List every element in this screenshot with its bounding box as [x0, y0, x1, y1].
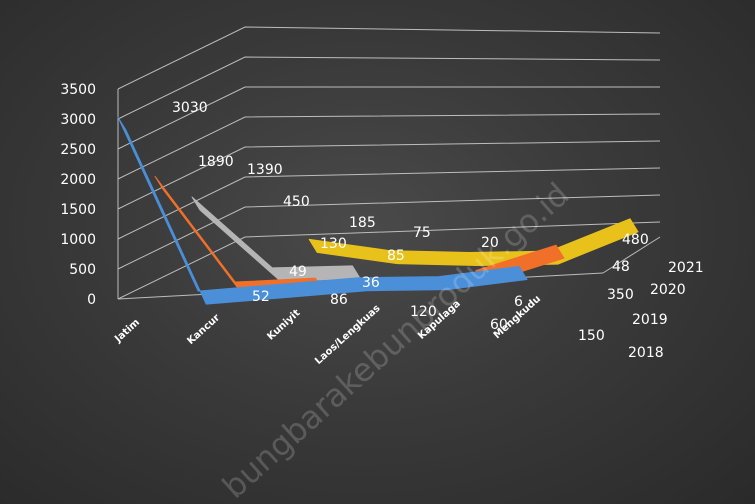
y-tick-label: 0: [87, 292, 96, 308]
y-tick-label: 1500: [60, 202, 96, 218]
y-axis-tick-labels: 0 500 1000 1500 2000 2500 3000 3500: [60, 82, 96, 308]
data-labels: 3030 52 86 120 60 150 1890 49 36 6 350 1390 130 85 48 4…: [172, 100, 649, 344]
data-label: 3030: [172, 100, 208, 116]
y-tick-label: 1000: [60, 232, 96, 248]
series-axis-label: 2020: [650, 282, 686, 298]
data-label: 48: [612, 259, 630, 275]
data-label: 6: [514, 294, 523, 310]
chart-series-ribbons: [117, 116, 639, 305]
data-label: 450: [283, 194, 310, 210]
gridline: [117, 113, 661, 180]
series-2018-ribbon: [117, 116, 528, 305]
data-label: 120: [410, 304, 437, 320]
series-axis-line: [602, 236, 661, 274]
series-axis-label: 2019: [632, 312, 668, 328]
y-tick-label: 2500: [60, 142, 96, 158]
gridline: [117, 86, 660, 150]
data-label: 52: [252, 289, 270, 305]
y-tick-label: 500: [69, 262, 96, 278]
gridline: [117, 56, 661, 120]
gridline: [117, 140, 661, 210]
series-axis-label: 2021: [668, 260, 704, 276]
data-label: 1890: [198, 154, 234, 170]
data-label: 1390: [247, 162, 283, 178]
data-label: 75: [413, 225, 431, 241]
data-label: 60: [490, 317, 508, 333]
data-label: 20: [481, 235, 499, 251]
gridline: [117, 194, 661, 270]
data-label: 150: [578, 328, 605, 344]
series-axis-label: 2018: [628, 345, 664, 361]
category-axis-labels: Jatim Kancur Kuniyit Laos/Lengkuas Kapulaga M…: [112, 294, 543, 367]
category-tick-label: Kancur: [185, 312, 222, 347]
data-label: 350: [607, 287, 634, 303]
data-label: 85: [387, 248, 405, 264]
series-axis-labels: 2018 2019 2020 2021: [628, 260, 704, 361]
y-tick-label: 3500: [60, 82, 96, 98]
category-tick-label: Kuniyit: [265, 308, 302, 343]
data-label: 86: [330, 292, 348, 308]
data-label: 185: [349, 215, 376, 231]
y-tick-label: 2000: [60, 172, 96, 188]
data-label: 130: [320, 236, 347, 252]
gridline: [117, 26, 661, 90]
gridline: [117, 221, 661, 300]
y-tick-label: 3000: [60, 112, 96, 128]
category-tick-label: Jatim: [112, 317, 142, 345]
data-label: 49: [289, 264, 307, 280]
data-label: 36: [362, 275, 380, 291]
gridline: [117, 167, 661, 240]
data-label: 480: [622, 232, 649, 248]
